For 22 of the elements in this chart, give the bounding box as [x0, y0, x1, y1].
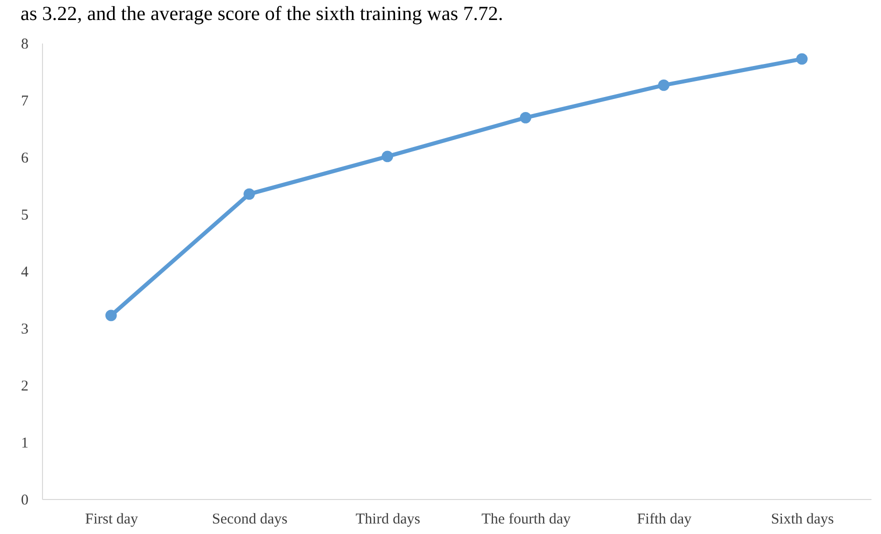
x-tick-label: Second days: [212, 512, 288, 528]
x-tick-label: Fifth day: [636, 512, 692, 528]
y-tick-label: 8: [21, 36, 28, 52]
x-tick-label: Sixth days: [770, 512, 834, 528]
x-tick-label: First day: [85, 512, 139, 528]
point: [520, 112, 532, 124]
y-tick-label: 7: [21, 94, 29, 110]
x-tick-label: Third days: [356, 512, 420, 528]
x-tick-label: The fourth day: [482, 512, 572, 528]
y-tick-label: 6: [21, 150, 29, 166]
y-tick-label: 1: [21, 436, 28, 452]
point: [658, 79, 670, 91]
y-tick-label: 0: [21, 492, 28, 508]
y-tick-label: 3: [21, 322, 28, 338]
point: [796, 53, 808, 65]
point: [382, 150, 394, 162]
point: [105, 310, 117, 322]
y-tick-label: 5: [21, 208, 28, 224]
point: [244, 188, 255, 200]
chart-title: as 3.22, and the average score of the sixth training was 7.72.: [20, 3, 504, 25]
y-tick-label: 2: [21, 378, 28, 394]
y-tick-label: 4: [21, 264, 29, 280]
